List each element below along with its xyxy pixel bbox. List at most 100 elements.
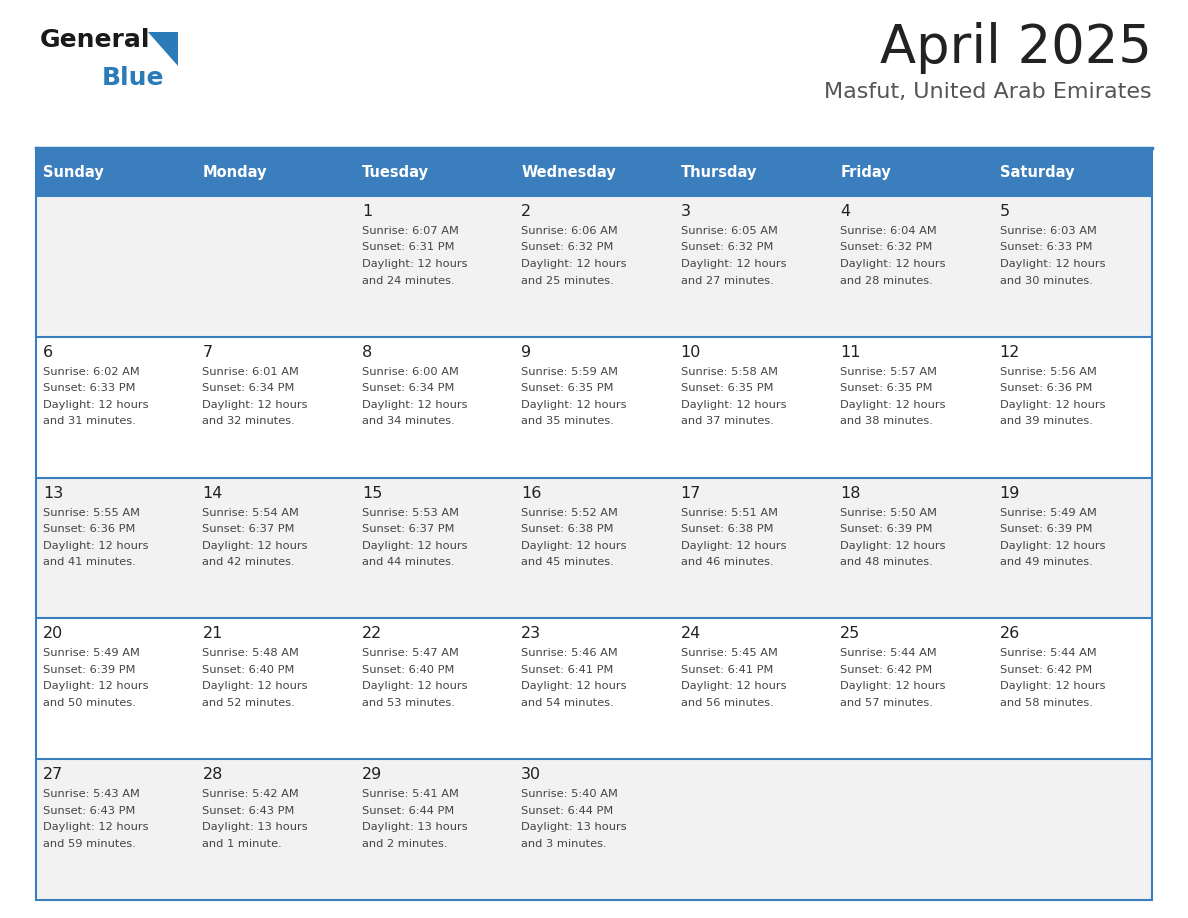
Text: Sunrise: 5:44 AM: Sunrise: 5:44 AM [840,648,937,658]
Text: and 24 minutes.: and 24 minutes. [362,275,455,285]
Text: Sunrise: 5:51 AM: Sunrise: 5:51 AM [681,508,778,518]
Text: Friday: Friday [840,164,891,180]
Text: Sunset: 6:40 PM: Sunset: 6:40 PM [202,665,295,675]
Text: Sunrise: 5:40 AM: Sunrise: 5:40 AM [522,789,618,800]
Text: Daylight: 12 hours: Daylight: 12 hours [840,259,946,269]
Text: Sunset: 6:35 PM: Sunset: 6:35 PM [840,384,933,393]
Text: Sunrise: 6:06 AM: Sunrise: 6:06 AM [522,226,618,236]
Text: Daylight: 12 hours: Daylight: 12 hours [681,541,786,551]
Text: Blue: Blue [102,66,164,90]
Text: Daylight: 12 hours: Daylight: 12 hours [202,681,308,691]
Text: Sunrise: 6:01 AM: Sunrise: 6:01 AM [202,367,299,376]
Text: Sunset: 6:42 PM: Sunset: 6:42 PM [999,665,1092,675]
Text: Sunrise: 6:05 AM: Sunrise: 6:05 AM [681,226,778,236]
Text: Sunrise: 5:55 AM: Sunrise: 5:55 AM [43,508,140,518]
Text: Sunset: 6:41 PM: Sunset: 6:41 PM [681,665,773,675]
Text: Sunset: 6:42 PM: Sunset: 6:42 PM [840,665,933,675]
Text: Sunrise: 5:56 AM: Sunrise: 5:56 AM [999,367,1097,376]
Text: 20: 20 [43,626,63,642]
Text: and 37 minutes.: and 37 minutes. [681,416,773,426]
Text: Sunset: 6:37 PM: Sunset: 6:37 PM [202,524,295,534]
Text: Daylight: 12 hours: Daylight: 12 hours [522,400,627,409]
Text: 28: 28 [202,767,223,782]
Text: 16: 16 [522,486,542,500]
Text: Sunrise: 5:45 AM: Sunrise: 5:45 AM [681,648,778,658]
Text: 29: 29 [362,767,383,782]
Text: 18: 18 [840,486,860,500]
Text: Sunrise: 5:52 AM: Sunrise: 5:52 AM [522,508,618,518]
Text: Daylight: 12 hours: Daylight: 12 hours [999,400,1105,409]
Text: Sunset: 6:36 PM: Sunset: 6:36 PM [999,384,1092,393]
Bar [36,759,1152,900]
Text: Sunset: 6:43 PM: Sunset: 6:43 PM [202,806,295,816]
Text: Daylight: 12 hours: Daylight: 12 hours [362,541,467,551]
Text: and 28 minutes.: and 28 minutes. [840,275,933,285]
Text: Daylight: 13 hours: Daylight: 13 hours [202,823,308,833]
Polygon shape [148,32,178,66]
Text: and 57 minutes.: and 57 minutes. [840,698,933,708]
Text: Daylight: 12 hours: Daylight: 12 hours [43,541,148,551]
Bar [36,148,196,196]
Text: and 35 minutes.: and 35 minutes. [522,416,614,426]
Text: Sunset: 6:38 PM: Sunset: 6:38 PM [681,524,773,534]
Text: Sunset: 6:39 PM: Sunset: 6:39 PM [840,524,933,534]
Bar [355,148,514,196]
Bar [36,196,1152,337]
Text: and 52 minutes.: and 52 minutes. [202,698,295,708]
Text: Sunset: 6:38 PM: Sunset: 6:38 PM [522,524,614,534]
Text: and 56 minutes.: and 56 minutes. [681,698,773,708]
Text: 24: 24 [681,626,701,642]
Text: and 2 minutes.: and 2 minutes. [362,839,448,849]
Text: Sunrise: 5:54 AM: Sunrise: 5:54 AM [202,508,299,518]
Text: Sunset: 6:44 PM: Sunset: 6:44 PM [522,806,613,816]
Text: 6: 6 [43,345,53,360]
Text: and 42 minutes.: and 42 minutes. [202,557,295,567]
Bar [36,337,1152,477]
Text: Daylight: 12 hours: Daylight: 12 hours [840,681,946,691]
Text: and 50 minutes.: and 50 minutes. [43,698,135,708]
Text: 2: 2 [522,204,531,219]
Text: Daylight: 12 hours: Daylight: 12 hours [362,681,467,691]
Text: Sunrise: 5:48 AM: Sunrise: 5:48 AM [202,648,299,658]
Text: Sunrise: 5:47 AM: Sunrise: 5:47 AM [362,648,459,658]
Text: 9: 9 [522,345,531,360]
Text: and 27 minutes.: and 27 minutes. [681,275,773,285]
Text: 27: 27 [43,767,63,782]
Text: Daylight: 13 hours: Daylight: 13 hours [522,823,627,833]
Text: Daylight: 12 hours: Daylight: 12 hours [43,400,148,409]
Text: Daylight: 12 hours: Daylight: 12 hours [681,400,786,409]
Text: Daylight: 12 hours: Daylight: 12 hours [202,541,308,551]
Bar [833,148,992,196]
Text: Sunset: 6:34 PM: Sunset: 6:34 PM [362,384,454,393]
Text: and 41 minutes.: and 41 minutes. [43,557,135,567]
Text: and 58 minutes.: and 58 minutes. [999,698,1093,708]
Text: Monday: Monday [202,164,267,180]
Text: Sunset: 6:39 PM: Sunset: 6:39 PM [999,524,1092,534]
Text: and 59 minutes.: and 59 minutes. [43,839,135,849]
Text: Daylight: 12 hours: Daylight: 12 hours [999,681,1105,691]
Text: Sunset: 6:41 PM: Sunset: 6:41 PM [522,665,614,675]
Text: and 48 minutes.: and 48 minutes. [840,557,933,567]
Text: 3: 3 [681,204,690,219]
Text: 23: 23 [522,626,542,642]
Text: 15: 15 [362,486,383,500]
Text: Sunrise: 5:49 AM: Sunrise: 5:49 AM [999,508,1097,518]
Text: 17: 17 [681,486,701,500]
Text: Daylight: 12 hours: Daylight: 12 hours [840,541,946,551]
Text: Sunrise: 6:04 AM: Sunrise: 6:04 AM [840,226,937,236]
Text: Sunrise: 5:57 AM: Sunrise: 5:57 AM [840,367,937,376]
Text: Daylight: 12 hours: Daylight: 12 hours [202,400,308,409]
Text: 26: 26 [999,626,1019,642]
Text: 21: 21 [202,626,223,642]
Text: Tuesday: Tuesday [362,164,429,180]
Text: Sunset: 6:31 PM: Sunset: 6:31 PM [362,242,454,252]
Text: April 2025: April 2025 [880,22,1152,74]
Text: Sunrise: 5:46 AM: Sunrise: 5:46 AM [522,648,618,658]
Text: Daylight: 12 hours: Daylight: 12 hours [522,259,627,269]
Text: Daylight: 12 hours: Daylight: 12 hours [999,259,1105,269]
Text: 25: 25 [840,626,860,642]
Text: Daylight: 12 hours: Daylight: 12 hours [522,681,627,691]
Text: Sunset: 6:40 PM: Sunset: 6:40 PM [362,665,454,675]
Text: Daylight: 12 hours: Daylight: 12 hours [840,400,946,409]
Text: and 39 minutes.: and 39 minutes. [999,416,1093,426]
